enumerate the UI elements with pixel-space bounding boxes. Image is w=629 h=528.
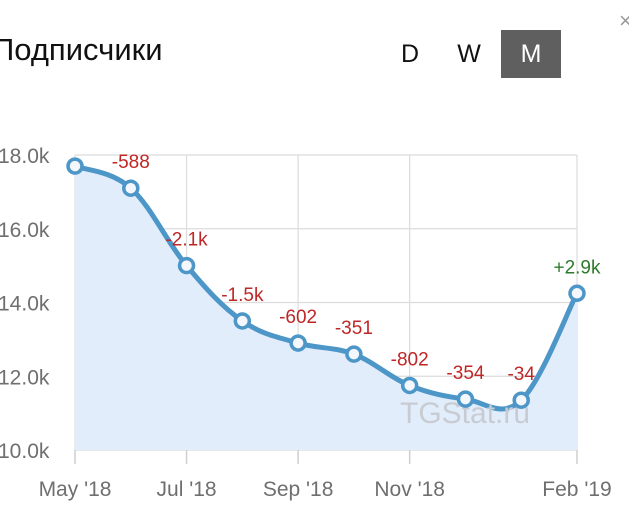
- period-month-button[interactable]: M: [501, 30, 561, 78]
- data-label: -802: [391, 349, 429, 370]
- axes: 10.0k 12.0k 14.0k 16.0k 18.0k May '18 Jul '18 S…: [0, 145, 612, 501]
- data-point: [456, 390, 475, 408]
- area-fill: [75, 166, 577, 450]
- data-point: [66, 157, 84, 175]
- period-day-button[interactable]: D: [400, 40, 420, 68]
- series-line: [72, 163, 580, 412]
- x-tick-label: Feb '19: [542, 478, 611, 501]
- y-tick-label: 16.0k: [0, 219, 50, 242]
- data-point: [177, 256, 196, 275]
- x-tick-label: Jul '18: [157, 478, 217, 501]
- page-title: Подписчики: [0, 32, 163, 67]
- y-tick-label: 18.0k: [0, 145, 50, 168]
- data-point: [122, 179, 140, 197]
- data-points: [66, 157, 586, 409]
- data-label: +2.9k: [553, 257, 601, 278]
- data-label: -588: [112, 152, 150, 173]
- x-tick-label: Nov '18: [374, 478, 445, 501]
- data-point: [233, 312, 252, 330]
- data-label: -1.5k: [221, 285, 264, 306]
- data-label: -602: [279, 307, 317, 328]
- data-point: [400, 376, 419, 395]
- period-week-button[interactable]: W: [457, 40, 481, 68]
- x-tick-label: May '18: [39, 478, 112, 501]
- data-point: [289, 334, 307, 352]
- data-label: -2.1k: [165, 230, 208, 251]
- y-tick-label: 14.0k: [0, 293, 50, 316]
- close-icon[interactable]: ×: [619, 8, 629, 33]
- x-tick-label: Sep '18: [263, 478, 334, 501]
- data-label: -354: [446, 363, 484, 384]
- data-point: [345, 345, 363, 363]
- y-tick-label: 12.0k: [0, 366, 50, 389]
- y-tick-label: 10.0k: [0, 440, 50, 463]
- data-label: -351: [335, 318, 373, 339]
- data-labels: -588 -2.1k -1.5k -602 -351 -802 -354 -34 +2.9k: [112, 152, 601, 385]
- data-point: [568, 284, 586, 303]
- data-label: -34: [507, 364, 535, 385]
- data-point: [512, 391, 530, 409]
